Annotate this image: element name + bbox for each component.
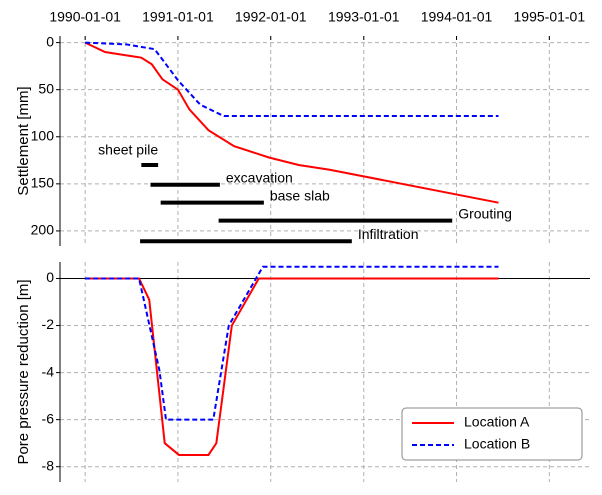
legend-label: Location B [464, 436, 530, 452]
x-tick-label: 1991-01-01 [142, 9, 214, 25]
x-tick-label: 1994-01-01 [421, 9, 493, 25]
activity-label: sheet pile [98, 142, 158, 158]
y-tick-label: 0 [46, 33, 54, 49]
y-tick-label: -6 [42, 410, 55, 426]
y-tick-label: 50 [38, 80, 54, 96]
series-line [85, 265, 499, 421]
x-tick-label: 1995-01-01 [514, 9, 586, 25]
activity-label: excavation [226, 169, 293, 185]
legend-box [401, 407, 583, 461]
legend: Location A Location B [401, 407, 583, 461]
activity-label: Infiltration [358, 226, 419, 242]
legend-label: Location A [464, 414, 530, 430]
series-line [84, 41, 499, 204]
x-tick-label: 1992-01-01 [235, 9, 307, 25]
series-line [85, 277, 499, 456]
y-tick-label: -8 [42, 457, 55, 473]
y-axis-label: Settlement [mm] [15, 86, 32, 195]
y-axis-label: Pore pressure reduction [m] [15, 279, 32, 464]
x-tick-label: 1990-01-01 [49, 9, 121, 25]
y-tick-label: 150 [31, 175, 55, 191]
y-tick-label: -4 [42, 363, 55, 379]
y-tick-label: 100 [31, 127, 55, 143]
x-tick-label: 1993-01-01 [328, 9, 400, 25]
y-tick-label: 200 [31, 222, 55, 238]
y-tick-label: 0 [46, 269, 54, 285]
activity-label: base slab [270, 187, 330, 203]
series-line [85, 41, 499, 118]
activity-label: Grouting [458, 205, 512, 221]
y-tick-label: -2 [42, 316, 55, 332]
